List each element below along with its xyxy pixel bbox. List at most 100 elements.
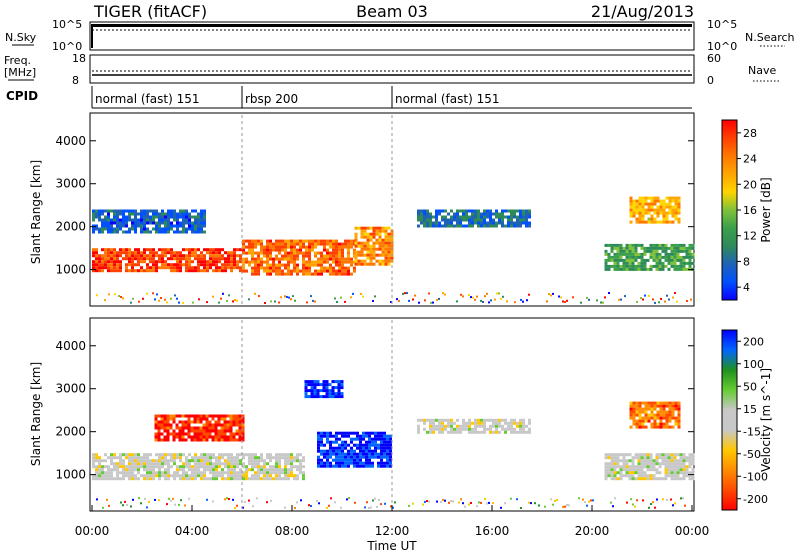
echo-cell [631, 462, 635, 466]
echo-cell [140, 462, 143, 466]
echo-cell [653, 404, 657, 408]
echo-cell [661, 459, 665, 463]
noise-cell [538, 504, 540, 507]
echo-cell [643, 462, 647, 466]
echo-cell [238, 420, 242, 424]
echo-cell [658, 264, 662, 268]
noise-cell [600, 301, 602, 304]
echo-cell [329, 251, 332, 255]
echo-cell [607, 471, 611, 475]
echo-cell [299, 251, 302, 255]
echo-cell [218, 266, 221, 270]
echo-cell [673, 477, 677, 481]
echo-cell [450, 218, 453, 222]
echo-cell [269, 474, 272, 478]
echo-cell [380, 455, 383, 459]
echo-cell [495, 421, 498, 425]
echo-cell [161, 474, 164, 478]
echo-cell [185, 215, 188, 219]
noise-cell [452, 500, 454, 503]
echo-cell [206, 251, 209, 255]
echo-cell [296, 254, 299, 258]
echo-cell [659, 199, 663, 203]
echo-cell [299, 462, 302, 466]
echo-cell [652, 249, 656, 253]
echo-cell [644, 404, 648, 408]
echo-cell [314, 254, 317, 258]
echo-cell [187, 420, 191, 424]
echo-cell [257, 251, 260, 255]
echo-cell [317, 443, 320, 447]
echo-cell [206, 269, 209, 273]
echo-cell [625, 468, 629, 472]
echo-cell [347, 260, 350, 264]
echo-cell [516, 209, 519, 213]
echo-cell [214, 423, 218, 427]
echo-cell [362, 443, 365, 447]
echo-cell [185, 456, 188, 460]
echo-cell [628, 267, 632, 271]
noise-cell [138, 497, 140, 500]
echo-cell [619, 249, 623, 253]
echo-cell [644, 419, 648, 423]
noise-cell [562, 505, 564, 508]
colorbar-tick-label: 24 [743, 153, 757, 166]
echo-cell [128, 230, 131, 234]
echo-cell [209, 257, 212, 261]
echo-cell [471, 221, 474, 225]
echo-cell [308, 263, 311, 267]
echo-cell [622, 249, 626, 253]
echo-cell [131, 462, 134, 466]
echo-cell [653, 208, 657, 212]
echo-cell [205, 423, 209, 427]
echo-cell [462, 212, 465, 216]
echo-cell [143, 465, 146, 469]
echo-cell [629, 202, 633, 206]
echo-cell [338, 452, 341, 456]
echo-cell [619, 267, 623, 271]
echo-cell [604, 267, 608, 271]
echo-cell [653, 202, 657, 206]
echo-cell [203, 456, 206, 460]
echo-cell [659, 422, 663, 426]
echo-cell [287, 459, 290, 463]
noise-cell [326, 506, 328, 509]
echo-cell [426, 209, 429, 213]
echo-cell [329, 263, 332, 267]
echo-cell [260, 242, 263, 246]
echo-cell [381, 244, 385, 248]
noise-cell [280, 296, 282, 299]
noise-cell [624, 295, 626, 298]
echo-cell [184, 438, 188, 442]
echo-cell [179, 224, 182, 228]
echo-cell [152, 465, 155, 469]
echo-cell [650, 205, 654, 209]
x-tick-label: 20:00 [575, 524, 610, 538]
echo-cell [468, 209, 471, 213]
echo-cell [450, 215, 453, 219]
noise-cell [664, 300, 666, 303]
echo-cell [290, 248, 293, 252]
freq-unit: [MHz] [4, 66, 36, 79]
echo-cell [423, 224, 426, 228]
echo-cell [305, 263, 308, 267]
echo-cell [649, 243, 653, 247]
echo-cell [170, 221, 173, 225]
echo-cell [155, 260, 158, 264]
echo-cell [655, 243, 659, 247]
echo-cell [116, 462, 119, 466]
echo-cell [293, 263, 296, 267]
echo-cell [251, 468, 254, 472]
echo-cell [647, 404, 651, 408]
echo-cell [341, 257, 344, 261]
echo-cell [456, 424, 459, 428]
echo-cell [107, 224, 110, 228]
echo-cell [320, 452, 323, 456]
echo-cell [278, 266, 281, 270]
echo-cell [152, 254, 155, 258]
echo-cell [380, 446, 383, 450]
echo-cell [326, 452, 329, 456]
echo-cell [211, 417, 215, 421]
echo-cell [652, 258, 656, 262]
echo-cell [341, 455, 344, 459]
